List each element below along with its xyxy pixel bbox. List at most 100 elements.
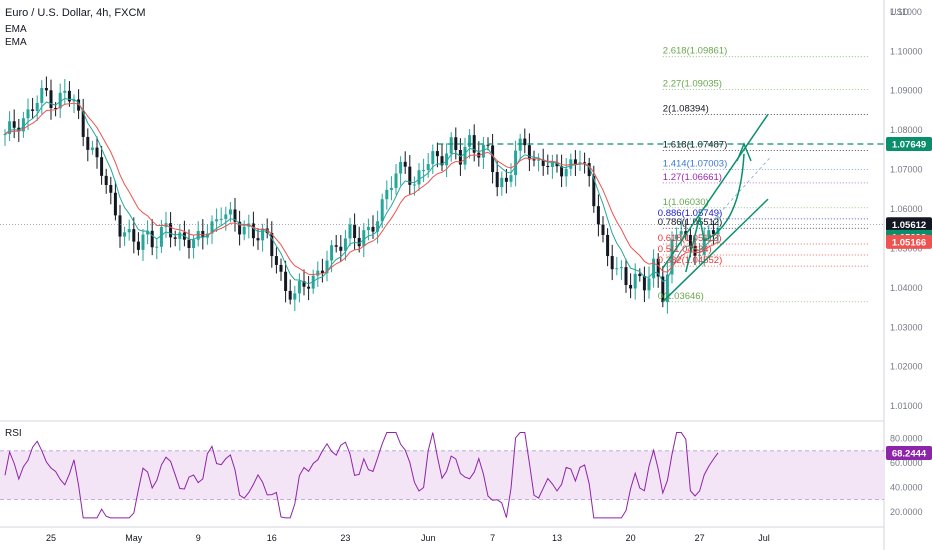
candle-body (596, 206, 600, 225)
fib-level-label: 0.618(1.05113) (658, 233, 722, 244)
candle-body (210, 221, 214, 234)
time-tick: 20 (626, 533, 636, 543)
candle-body (228, 209, 232, 215)
rsi-value-text: 68.2444 (892, 448, 927, 459)
candle-body (302, 281, 306, 287)
price-tick: 1.11000 (890, 7, 922, 17)
price-label-text: 1.05612 (892, 220, 926, 231)
candle-body (656, 258, 660, 277)
candle-body (514, 150, 518, 176)
candle-body (274, 256, 278, 265)
time-tick: 25 (46, 533, 56, 543)
candle-body (118, 215, 122, 237)
time-tick: May (125, 533, 143, 543)
candle-body (141, 234, 145, 250)
rsi-line (4, 432, 719, 519)
candle-body (555, 162, 559, 167)
currency-label: USD (890, 7, 910, 17)
candle-body (408, 166, 412, 185)
candle-body (624, 267, 628, 285)
candle-body (532, 159, 536, 161)
rsi-band (0, 450, 884, 500)
candle-body (265, 228, 269, 233)
projection-path (685, 153, 745, 273)
candle-body (550, 162, 554, 168)
candle-body (357, 238, 361, 247)
candle-body (518, 138, 522, 151)
candle-body (284, 271, 288, 291)
candle-body (311, 275, 315, 289)
candle-body (481, 144, 485, 158)
candle-body (219, 218, 223, 220)
candle-body (619, 267, 623, 269)
candle-body (661, 276, 665, 303)
ema-slow-line (4, 102, 719, 276)
candle-body (224, 214, 228, 219)
candle-body (509, 175, 513, 182)
fib-level-label: 0.886(1.05749) (658, 208, 722, 219)
price-label-badge (886, 217, 932, 232)
candle-body (601, 224, 605, 235)
candle-body (435, 151, 439, 157)
candle-body (90, 147, 94, 150)
candle-body (173, 237, 177, 239)
price-label-badge (886, 136, 932, 151)
candle-body (63, 90, 67, 93)
candle-body (104, 175, 108, 186)
candle-body (495, 172, 499, 188)
candle-body (394, 173, 398, 188)
candle-body (113, 192, 117, 216)
price-tick: 1.04000 (890, 283, 923, 293)
channel-upper-line (662, 113, 769, 269)
candle-body (169, 223, 173, 238)
price-label-text: 1.05166 (892, 237, 926, 248)
fib-level-label: 0.5(1.04834) (658, 244, 712, 255)
candle-body (693, 245, 697, 256)
projection-dotted-line (694, 157, 771, 241)
candle-body (348, 224, 352, 239)
candle-body (81, 110, 85, 137)
candle-body (573, 159, 577, 165)
candle-body (215, 219, 219, 222)
candle-body (316, 270, 320, 276)
candle-body (633, 273, 637, 289)
candle-body (132, 229, 136, 242)
candle-body (679, 231, 683, 235)
rsi-value-badge (886, 445, 932, 460)
rsi-tick: 20.0000 (890, 507, 923, 517)
candle-body (606, 234, 610, 257)
chart-title: Euro / U.S. Dollar, 4h, FXCM (5, 7, 146, 19)
candle-body (21, 118, 25, 132)
candle-body (587, 163, 591, 177)
candle-body (403, 161, 407, 167)
candle-body (293, 293, 297, 300)
candle-body (109, 185, 113, 193)
candle-body (546, 165, 550, 168)
candle-body (307, 286, 311, 289)
price-tick: 1.03000 (890, 322, 923, 332)
candle-body (136, 241, 140, 250)
candle-body (334, 245, 338, 247)
candle-body (159, 227, 163, 247)
candle-body (458, 150, 462, 165)
candle-body (8, 121, 12, 135)
candle-body (537, 159, 541, 161)
candle-body (178, 232, 182, 239)
rsi-tick: 80.0000 (890, 434, 923, 444)
candle-body (449, 137, 453, 154)
candle-body (615, 268, 619, 270)
candle-body (353, 224, 357, 239)
candle-body (560, 166, 564, 177)
indicator-ema-2[interactable]: EMA (5, 37, 27, 48)
fib-level-label: 0(1.03646) (658, 291, 704, 302)
fib-level-label: 1(1.06030) (663, 197, 709, 208)
candle-body (426, 164, 430, 171)
candle-body (256, 238, 260, 241)
indicator-ema-1[interactable]: EMA (5, 24, 27, 35)
rsi-tick: 40.0000 (890, 482, 923, 492)
candle-body (330, 245, 334, 261)
candle-body (523, 138, 527, 146)
fib-level-label: 2(1.08394) (663, 104, 709, 115)
candle-body (376, 221, 380, 232)
